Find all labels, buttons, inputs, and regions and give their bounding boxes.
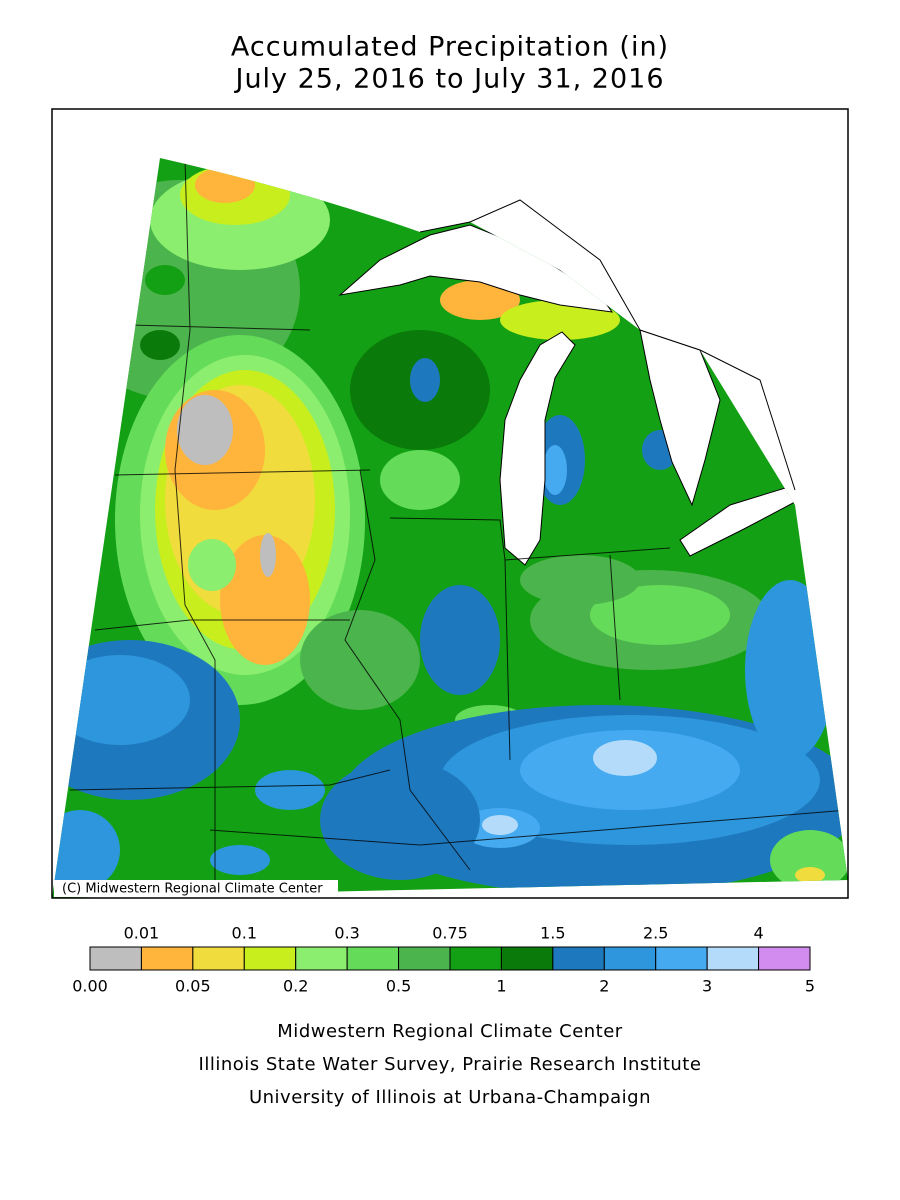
map-frame — [51, 108, 849, 899]
legend-swatch — [346, 946, 400, 971]
legend-swatch — [243, 946, 297, 971]
legend-top-label: 1.5 — [540, 924, 565, 943]
legend-swatch — [706, 946, 760, 971]
legend-top-label: 0.75 — [432, 924, 468, 943]
legend-swatch — [192, 946, 245, 971]
footer-line: University of Illinois at Urbana-Champai… — [249, 1087, 651, 1108]
legend-top-label: 4 — [753, 924, 763, 943]
precip-field — [52, 158, 848, 898]
border-outline — [419, 199, 796, 491]
legend: 0.01 0.1 0.3 0.75 1.5 2.5 4 0.00 0.05 0.2 0.5 1 2 3 5 — [72, 924, 815, 996]
legend-swatch — [552, 946, 605, 971]
legend-top-label: 0.3 — [334, 924, 359, 943]
legend-bottom-label: 0.05 — [175, 977, 211, 996]
legend-swatch — [655, 946, 708, 971]
title: Accumulated Precipitation (in) — [231, 32, 669, 63]
legend-bottom-label: 5 — [805, 977, 815, 996]
footer-line: Midwestern Regional Climate Center — [277, 1021, 623, 1042]
map-credit: (C) Midwestern Regional Climate Center — [62, 882, 323, 897]
legend-swatch — [89, 946, 142, 971]
legend-bottom-label: 2 — [599, 977, 609, 996]
credit-box — [54, 880, 338, 897]
legend-top-label: 0.1 — [232, 924, 257, 943]
legend-swatch — [295, 946, 348, 971]
subtitle: July 25, 2016 to July 31, 2016 — [233, 64, 664, 95]
legend-bottom-label: 0.00 — [72, 977, 108, 996]
legend-top-label: 0.01 — [124, 924, 160, 943]
legend-swatch — [758, 946, 811, 971]
legend-bottom-label: 3 — [702, 977, 712, 996]
legend-bottom-label: 1 — [496, 977, 506, 996]
legend-swatch — [449, 946, 502, 971]
legend-top-label: 2.5 — [643, 924, 668, 943]
legend-swatch — [500, 946, 554, 971]
legend-bottom-label: 0.2 — [283, 977, 308, 996]
footer-line: Illinois State Water Survey, Prairie Res… — [199, 1054, 702, 1075]
legend-swatch — [603, 946, 657, 971]
legend-bottom-label: 0.5 — [386, 977, 411, 996]
legend-swatch — [398, 946, 451, 971]
legend-swatch — [140, 946, 194, 971]
